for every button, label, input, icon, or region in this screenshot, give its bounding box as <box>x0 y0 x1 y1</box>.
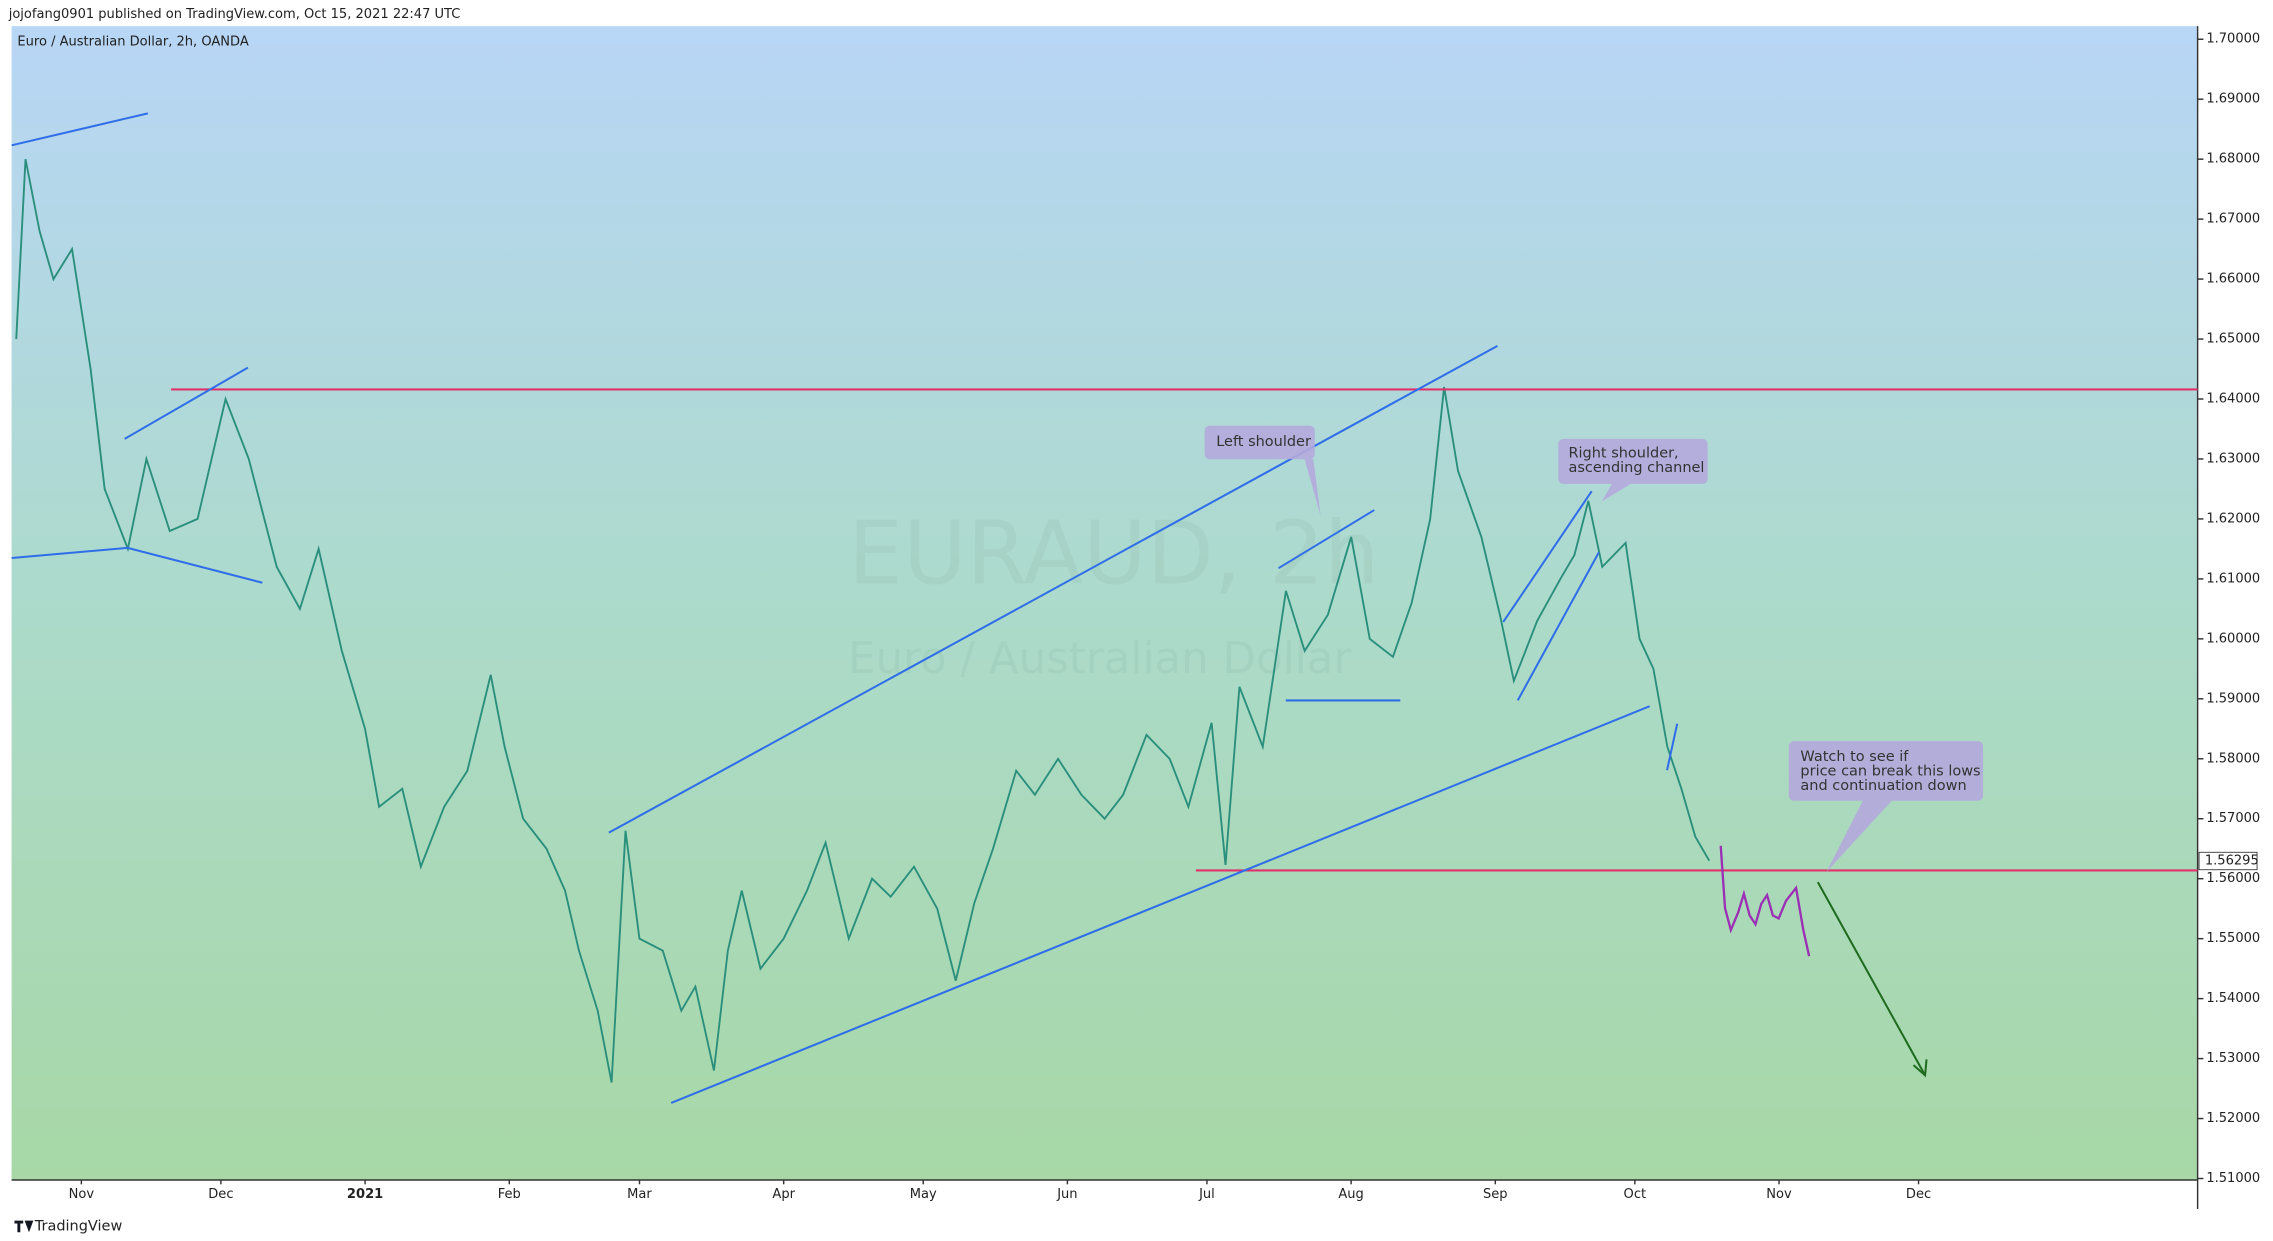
y-tick-label: 1.52000 <box>2206 1111 2260 1126</box>
y-tick-label: 1.60000 <box>2206 631 2260 646</box>
trend-line <box>1278 509 1375 570</box>
watermark-sub: Euro / Australian Dollar <box>848 634 1351 684</box>
projection-scribble <box>1719 845 1811 957</box>
y-tick-label: 1.69000 <box>2206 92 2260 107</box>
x-tick-label: Dec <box>208 1187 233 1202</box>
arrow-head <box>1912 1059 1928 1078</box>
y-tick-label: 1.56000 <box>2206 871 2260 886</box>
annotation-text: and continuation down <box>1800 778 1966 794</box>
x-tick-label: Aug <box>1338 1187 1363 1202</box>
y-tick-label: 1.54000 <box>2206 991 2260 1006</box>
trend-line <box>127 546 263 584</box>
y-tick-label: 1.70000 <box>2206 32 2260 47</box>
y-tick-label: 1.62000 <box>2206 511 2260 526</box>
y-tick-label: 1.61000 <box>2206 571 2260 586</box>
channel-line <box>1516 551 1600 701</box>
y-tick-label: 1.51000 <box>2206 1171 2260 1186</box>
y-tick-label: 1.63000 <box>2206 451 2260 466</box>
y-tick-label: 1.67000 <box>2206 212 2260 227</box>
annotation-text: price can break this lows <box>1800 764 1980 780</box>
y-tick-label: 1.68000 <box>2206 152 2260 167</box>
y-tick-label: 1.66000 <box>2206 272 2260 287</box>
y-tick-label: 1.53000 <box>2206 1051 2260 1066</box>
x-tick-label: Sep <box>1483 1187 1508 1202</box>
y-tick-label: 1.55000 <box>2206 931 2260 946</box>
x-tick-label: Oct <box>1624 1187 1647 1202</box>
trend-line <box>11 112 149 147</box>
x-tick-label: May <box>910 1187 937 1202</box>
trend-line <box>1666 723 1679 771</box>
annotations: Left shoulder Right shoulder,ascending ch… <box>1216 434 1980 794</box>
y-tick-label: 1.58000 <box>2206 751 2260 766</box>
y-tick-label: 1.64000 <box>2206 391 2260 406</box>
callout-box <box>1204 425 1321 516</box>
y-tick-label: 1.65000 <box>2206 332 2260 347</box>
plot-area <box>11 26 2198 1180</box>
trend-line <box>608 344 1498 834</box>
projection-arrow <box>1816 881 1926 1076</box>
x-tick-label: Jul <box>1198 1187 1215 1202</box>
x-tick-label: Jun <box>1056 1187 1077 1202</box>
drawings <box>11 112 2198 1104</box>
x-tick-label: Apr <box>772 1187 795 1202</box>
footer: TradingView <box>34 1218 123 1234</box>
plot <box>15 158 1711 1083</box>
x-tick-label: 2021 <box>347 1187 383 1202</box>
trend-line <box>670 705 1651 1104</box>
annotation-text: Right shoulder, <box>1568 445 1678 461</box>
logo <box>14 1220 34 1233</box>
chart-title: Euro / Australian Dollar, 2h, OANDA <box>17 35 248 50</box>
callouts <box>1204 425 1984 872</box>
price-line <box>15 158 1711 1083</box>
x-tick-label: Nov <box>69 1187 95 1202</box>
last-price-box <box>2198 851 2258 871</box>
y-tick-label: 1.57000 <box>2206 811 2260 826</box>
x-tick-label: Feb <box>498 1187 521 1202</box>
trend-line <box>124 366 249 440</box>
annotation-text: Watch to see if <box>1800 749 1909 765</box>
x-tick-label: Dec <box>1906 1187 1931 1202</box>
last-price-label: 1.56295 <box>2205 854 2259 869</box>
x-tick-label: Mar <box>627 1187 652 1202</box>
trend-line <box>11 546 128 560</box>
watermark: EURAUD, 2h <box>848 502 1379 604</box>
annotation-text: Left shoulder <box>1216 434 1311 450</box>
callout-box <box>1788 741 1984 872</box>
channel-line <box>1502 490 1593 623</box>
callout-box <box>1558 438 1708 502</box>
y-tick-label: 1.59000 <box>2206 691 2260 706</box>
x-tick-label: Nov <box>1766 1187 1792 1202</box>
annotation-text: ascending channel <box>1568 460 1704 476</box>
header: jojofang0901 published on TradingView.co… <box>8 7 461 22</box>
